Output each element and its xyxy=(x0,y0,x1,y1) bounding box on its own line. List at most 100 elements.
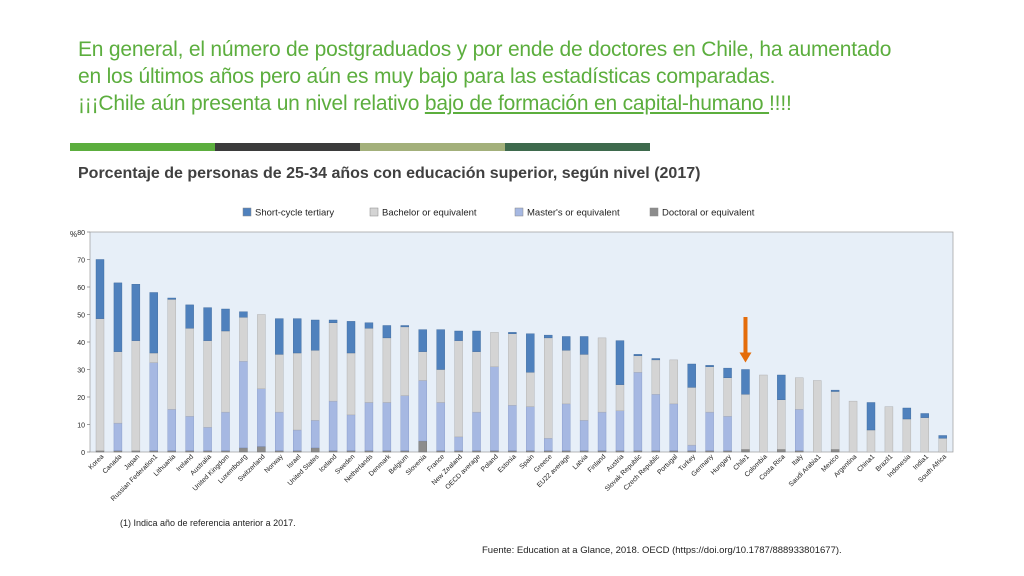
bar-segment xyxy=(257,314,266,389)
bar-segment xyxy=(418,351,427,381)
bar-segment xyxy=(293,429,302,451)
bar-segment xyxy=(400,326,410,396)
bar-segment xyxy=(275,450,284,453)
bar-segment xyxy=(472,450,481,453)
bar-segment xyxy=(382,450,392,453)
bar-segment xyxy=(95,318,105,451)
bar-segment xyxy=(346,414,356,451)
bar-segment xyxy=(364,322,374,329)
bar-segment xyxy=(526,406,535,451)
bar-segment xyxy=(221,450,230,453)
footnote: (1) Indica año de referencia anterior a … xyxy=(120,518,296,528)
x-tick-label: Saudi Arabia1 xyxy=(788,453,823,488)
legend-swatch xyxy=(514,207,524,217)
bar-segment xyxy=(830,391,840,450)
bar-segment xyxy=(579,420,589,451)
bar-segment xyxy=(777,449,786,453)
bar-segment xyxy=(293,352,302,431)
bar-segment xyxy=(705,411,714,451)
bar-segment xyxy=(400,325,410,328)
bar-segment xyxy=(454,450,463,453)
bar-segment xyxy=(795,409,804,451)
bar-segment xyxy=(167,450,176,453)
bar-segment xyxy=(920,413,929,418)
y-tick-label: 50 xyxy=(77,313,85,320)
bar-segment xyxy=(651,394,661,451)
bar-segment xyxy=(185,304,194,329)
bar-segment xyxy=(131,340,141,451)
bar-segment xyxy=(633,355,643,373)
bar-segment xyxy=(418,380,427,442)
bar-segment xyxy=(651,359,661,395)
bar-segment xyxy=(328,319,338,323)
bar-segment xyxy=(328,400,338,451)
bar-segment xyxy=(561,450,571,453)
bar-segment xyxy=(579,450,589,453)
highlight-arrow-head xyxy=(739,352,752,363)
bar-segment xyxy=(293,318,302,354)
bar-segment xyxy=(741,449,750,453)
bar-segment xyxy=(275,318,284,355)
bar-segment xyxy=(544,450,553,453)
x-tick-label: Norway xyxy=(263,453,285,475)
bar-segment xyxy=(257,388,266,447)
bar-segment xyxy=(651,450,661,453)
x-tick-label: Portugal xyxy=(656,453,679,476)
bar-segment xyxy=(239,311,248,318)
bar-segment xyxy=(508,450,517,453)
bar-segment xyxy=(221,330,230,413)
x-tick-label: Finland xyxy=(587,453,608,474)
bar-segment xyxy=(777,374,786,400)
bar-segment xyxy=(472,330,481,352)
bar-segment xyxy=(938,435,947,439)
bar-segment xyxy=(454,436,463,451)
x-tick-label: Hungary xyxy=(710,453,734,477)
bar-segment xyxy=(346,352,356,416)
bar-segment xyxy=(705,450,714,453)
bar-segment xyxy=(615,450,625,453)
divider-segment-2 xyxy=(215,143,360,151)
bar-segment xyxy=(902,418,912,453)
bar-segment xyxy=(687,387,696,446)
bar-segment xyxy=(830,449,840,453)
bar-segment xyxy=(185,328,194,417)
bar-segment xyxy=(328,322,338,402)
y-tick-label: 40 xyxy=(77,340,85,347)
bar-segment xyxy=(185,450,194,453)
bar-segment xyxy=(741,369,750,395)
bar-segment xyxy=(293,450,302,453)
bar-segment xyxy=(310,350,320,421)
bar-segment xyxy=(472,351,481,413)
bar-segment xyxy=(149,352,158,363)
bar-segment xyxy=(418,440,427,453)
bar-segment xyxy=(705,366,714,413)
x-tick-label: China1 xyxy=(856,453,876,473)
legend-label: Bachelor or equivalent xyxy=(382,208,477,219)
bar-segment xyxy=(687,444,696,451)
headline-line-2: en los últimos años pero aún es muy bajo… xyxy=(78,65,776,88)
x-tick-label: EU22 average xyxy=(536,453,572,489)
y-tick-label: 20 xyxy=(77,395,85,402)
bar-segment xyxy=(113,422,123,451)
bar-segment xyxy=(759,374,768,453)
bar-segment xyxy=(454,330,463,341)
bar-segment xyxy=(633,450,643,453)
legend-label: Master's or equivalent xyxy=(527,208,620,219)
bar-segment xyxy=(615,384,625,411)
bar-segment xyxy=(382,325,392,339)
bar-segment xyxy=(203,340,212,428)
x-tick-label: Estonia xyxy=(497,453,518,474)
bar-segment xyxy=(275,354,284,413)
bar-segment xyxy=(364,402,374,451)
bar-segment xyxy=(508,333,517,406)
headline-line-1: En general, el número de postgraduados y… xyxy=(78,38,892,61)
bar-segment xyxy=(526,372,535,407)
bar-segment xyxy=(490,450,499,453)
bar-segment xyxy=(866,402,876,431)
bar-segment xyxy=(669,359,678,405)
bar-segment xyxy=(239,447,248,453)
legend-swatch xyxy=(649,207,659,217)
bar-segment xyxy=(579,336,589,355)
source-citation: Fuente: Education at a Glance, 2018. OEC… xyxy=(482,545,842,556)
bar-segment xyxy=(203,307,212,341)
